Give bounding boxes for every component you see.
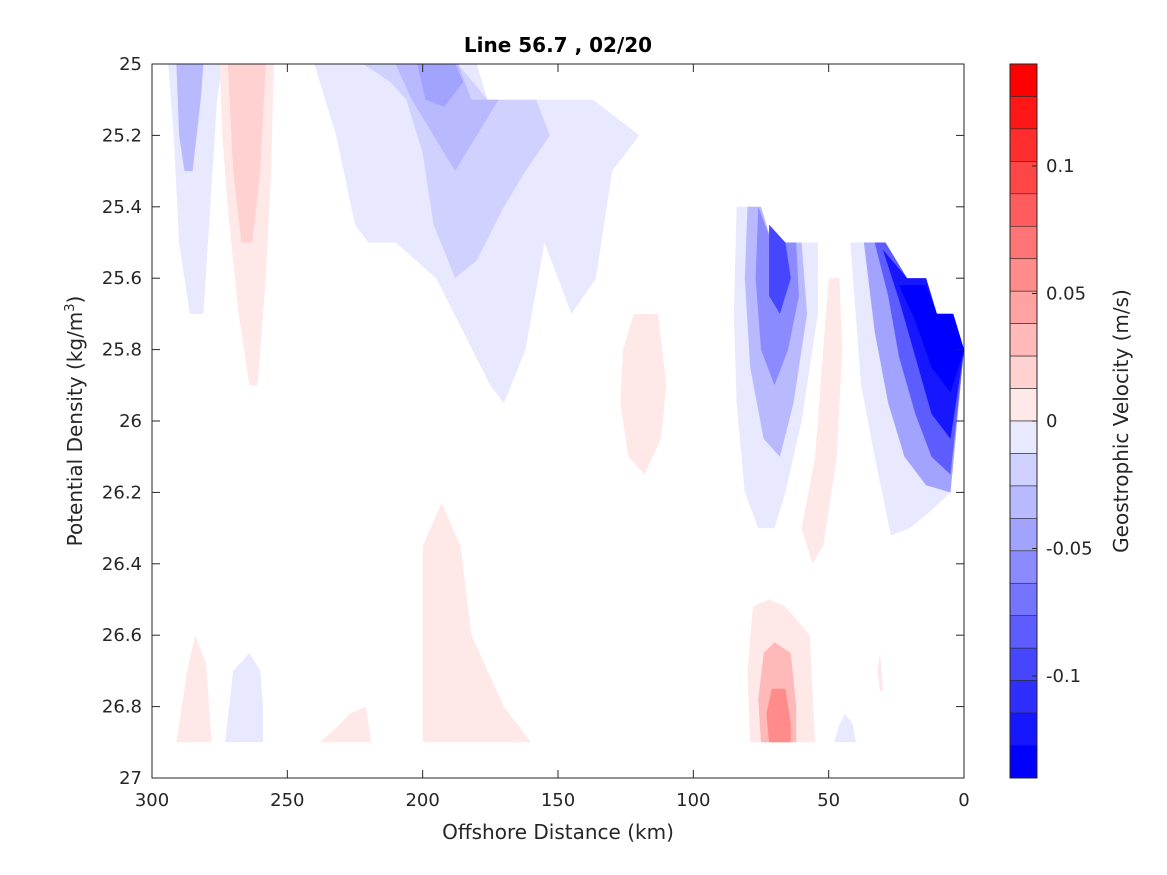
y-tick-label: 27 <box>119 768 142 789</box>
x-tick-label: 100 <box>676 790 710 811</box>
contour-region-neg-level-1-25 <box>225 653 263 743</box>
colorbar-tick-label: -0.1 <box>1046 666 1081 687</box>
y-tick-label: 25.8 <box>102 340 142 361</box>
y-tick-label: 26.2 <box>102 482 142 503</box>
chart-title: Line 56.7 , 02/20 <box>464 33 652 57</box>
colorbar-segment <box>1009 225 1038 260</box>
y-axis-label: Potential Density (kg/m3) <box>63 296 87 547</box>
contour-layer <box>168 64 964 743</box>
contour-region-pos-level-2-3 <box>227 64 266 243</box>
colorbar-ticks: 0.1 0.05 0 -0.05 -0.1 <box>1032 156 1093 687</box>
colorbar-segment <box>1009 128 1038 162</box>
colorbar <box>1009 63 1038 779</box>
colorbar-segment <box>1009 258 1038 292</box>
colorbar-label: Geostrophic Velocity (m/s) <box>1109 289 1133 553</box>
colorbar-segment <box>1009 96 1038 130</box>
colorbar-tick-label: 0 <box>1046 411 1057 432</box>
colorbar-segment <box>1009 63 1038 97</box>
colorbar-segment <box>1009 453 1038 487</box>
colorbar-segment <box>1009 582 1038 617</box>
contour-region-pos-level-1-28 <box>877 653 883 693</box>
y-tick-label: 25.6 <box>102 268 142 289</box>
y-tick-label: 25.2 <box>102 125 142 146</box>
contour-region-pos-level-1-26 <box>319 706 372 743</box>
colorbar-segment <box>1009 355 1038 389</box>
x-tick-label: 250 <box>270 790 304 811</box>
x-axis: 300 250 200 150 100 50 0 <box>135 64 970 811</box>
y-axis: 25 25.2 25.4 25.6 25.8 26 26.2 26.4 26.6 26.8 27 <box>102 54 964 789</box>
colorbar-segment <box>1009 388 1038 422</box>
colorbar-tick-label: 0.1 <box>1046 156 1075 177</box>
y-tick-label: 26.4 <box>102 554 142 575</box>
contour-region-neg-level-1-27 <box>834 713 856 743</box>
y-tick-label: 26 <box>119 411 142 432</box>
contour-region-neg-level-3-1 <box>176 64 204 172</box>
colorbar-segment <box>1009 550 1038 584</box>
contour-region-pos-level-1-24 <box>176 635 212 743</box>
colorbar-segment <box>1009 485 1038 519</box>
contour-region-neg-level-13-18 <box>899 285 964 393</box>
y-axis-label-main: Potential Density (kg/m <box>63 312 87 547</box>
x-tick-label: 150 <box>541 790 575 811</box>
contour-region-neg-level-4-7 <box>417 64 464 107</box>
colorbar-segment <box>1009 712 1038 746</box>
y-tick-label: 26.6 <box>102 625 142 646</box>
colorbar-segment <box>1009 193 1038 227</box>
contour-region-neg-level-8-12 <box>769 224 791 314</box>
y-tick-label: 25 <box>119 54 142 75</box>
y-tick-label: 25.4 <box>102 197 142 218</box>
colorbar-segment <box>1009 420 1038 454</box>
x-tick-label: 50 <box>817 790 840 811</box>
y-tick-label: 26.8 <box>102 697 142 718</box>
x-tick-label: 300 <box>135 790 169 811</box>
colorbar-tick-label: -0.05 <box>1046 539 1093 560</box>
x-tick-label: 200 <box>405 790 439 811</box>
y-axis-label-close: ) <box>63 296 87 304</box>
contour-region-neg-level-3-6 <box>395 64 499 172</box>
contour-region-pos-level-1-13 <box>801 278 843 564</box>
contour-region-pos-level-1-8 <box>620 313 667 475</box>
contour-region-neg-level-2-5 <box>363 64 550 279</box>
colorbar-segment <box>1009 290 1038 324</box>
colorbar-tick-label: 0.05 <box>1046 284 1086 305</box>
colorbar-segment <box>1009 680 1038 714</box>
contour-region-pos-level-5-23 <box>766 688 791 743</box>
contour-region-pos-level-1-20 <box>422 503 531 743</box>
colorbar-segment <box>1009 518 1038 552</box>
colorbar-segment <box>1009 323 1038 357</box>
contour-region-neg-level-16-19 <box>915 292 962 357</box>
x-tick-label: 0 <box>958 790 969 811</box>
colorbar-segment <box>1009 615 1038 649</box>
colorbar-segment <box>1009 745 1038 779</box>
y-axis-label-superscript: 3 <box>63 303 78 311</box>
x-axis-label: Offshore Distance (km) <box>442 820 674 844</box>
